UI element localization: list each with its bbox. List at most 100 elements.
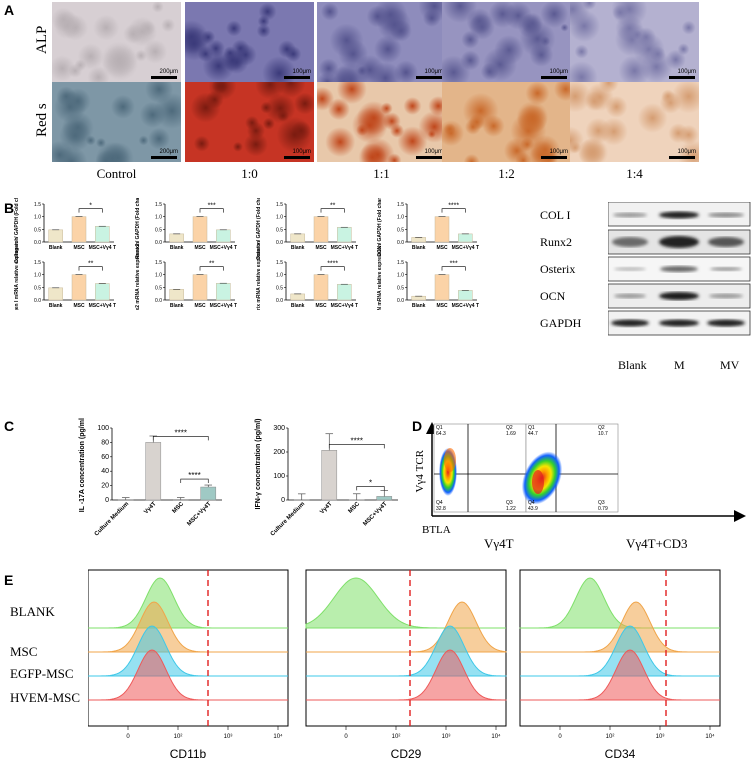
y-axis-label: Runx2 / GAPDH (Fold change) bbox=[135, 198, 141, 259]
category-label: MSC bbox=[436, 303, 448, 309]
category-label: MSC+Vγ4 T bbox=[210, 303, 237, 309]
bar bbox=[458, 233, 473, 243]
y-tick-label: 0.5 bbox=[397, 285, 404, 291]
bar bbox=[169, 289, 184, 301]
scale-bar bbox=[284, 156, 310, 159]
y-tick-label: 0.0 bbox=[397, 240, 404, 246]
category-label: Blank bbox=[291, 303, 305, 309]
significance-bracket bbox=[328, 444, 385, 449]
flow-title-1: Vγ4T bbox=[484, 536, 514, 551]
y-tick-label: 20 bbox=[101, 483, 109, 490]
bar-chart: 0.0 0.5 1.0 1.5 Collagen I mRNA relative exp… bbox=[14, 237, 116, 310]
significance-label: * bbox=[89, 203, 92, 210]
flow-ylabel: Vγ4 TCR bbox=[414, 450, 426, 493]
micrograph-reds-4: 100μm bbox=[570, 82, 699, 162]
category-label: Blank bbox=[291, 245, 305, 251]
category-label: MSC+Vγ4T bbox=[186, 501, 213, 528]
wb-strip-osterix bbox=[608, 256, 751, 282]
y-tick-label: 0 bbox=[281, 497, 285, 504]
y-tick-label: 1.5 bbox=[276, 202, 283, 208]
y-tick-label: 1.0 bbox=[397, 215, 404, 221]
bar bbox=[321, 450, 338, 501]
scale-bar bbox=[416, 76, 442, 79]
significance-bracket bbox=[199, 266, 224, 271]
histogram-panel-cd29: 0 10² 10³ 10⁴ CD29 bbox=[305, 569, 507, 761]
wb-lane-blank: Blank bbox=[618, 358, 647, 372]
significance-bracket bbox=[78, 208, 103, 213]
y-axis-label: OCN mRNA relative expression bbox=[377, 244, 383, 310]
bar bbox=[290, 293, 305, 301]
wb-lane-mv: MV bbox=[720, 358, 740, 372]
scale-label: 100μm bbox=[549, 69, 568, 75]
y-tick-label: 0.5 bbox=[276, 285, 283, 291]
y-axis-label: Collagen I mRNA relative expression bbox=[14, 237, 20, 310]
bar-chart: 0.0 0.5 1.0 1.5 Osterix mRNA relative expres… bbox=[256, 241, 358, 310]
bar bbox=[458, 290, 473, 301]
western-blot: COL I Runx2 Osterix OCN GAPDH bbox=[540, 202, 751, 408]
e-row-egfp: EGFP-MSC bbox=[10, 666, 74, 681]
row-label-alp: ALP bbox=[34, 25, 50, 55]
scale-bar bbox=[151, 76, 177, 79]
significance-label: ** bbox=[209, 261, 215, 268]
y-tick-label: 1.0 bbox=[34, 215, 41, 221]
panel-e-row-labels: BLANK MSC EGFP-MSC HVEM-MSC bbox=[10, 596, 100, 766]
y-tick-label: 0.0 bbox=[276, 298, 283, 304]
bar bbox=[200, 486, 217, 501]
x-tick-label: 10⁴ bbox=[491, 733, 501, 740]
micrograph-reds-2: 100μm bbox=[317, 82, 446, 162]
significance-bracket bbox=[320, 208, 345, 213]
bar-chart: 0.0 0.5 1.0 1.5 Collagen I / GAPDH (Fold cha… bbox=[14, 198, 116, 263]
y-tick-label: 1.5 bbox=[34, 260, 41, 266]
bar bbox=[337, 227, 352, 243]
bar bbox=[313, 274, 329, 301]
bar-chart: 0 20 40 60 80 100 IL -17A concentration (pg/ml… bbox=[79, 418, 222, 537]
column-label-1-2: 1:2 bbox=[498, 166, 515, 181]
significance-label: **** bbox=[351, 436, 363, 445]
category-label: MSC+Vγ4 T bbox=[89, 303, 116, 309]
y-tick-label: 0.0 bbox=[276, 240, 283, 246]
bar-chart: 0.0 0.5 1.0 1.5 OCN / GAPDH (Fold change) Bla… bbox=[377, 198, 479, 257]
e-row-msc: MSC bbox=[10, 644, 38, 659]
y-tick-label: 0.0 bbox=[34, 240, 41, 246]
category-label: MSC bbox=[436, 245, 448, 251]
panel-d-flow: Q1 64.3 Q2 1.69 Q4 32.8 Q3 1.22 Q1 44.7 Q2 10.… bbox=[414, 420, 750, 570]
y-tick-label: 40 bbox=[101, 468, 109, 475]
x-tick-label: 10³ bbox=[442, 734, 451, 740]
bar bbox=[337, 284, 352, 301]
y-tick-label: 1.5 bbox=[155, 260, 162, 266]
bar bbox=[216, 229, 231, 243]
y-axis-label: OCN / GAPDH (Fold change) bbox=[377, 198, 383, 257]
category-label: MSC bbox=[171, 501, 185, 515]
significance-label: **** bbox=[175, 428, 187, 437]
scale-bar bbox=[416, 156, 442, 159]
category-label: Blank bbox=[412, 303, 426, 309]
flow-xlabel: BTLA bbox=[422, 524, 451, 536]
wb-strip-ocn bbox=[608, 283, 751, 309]
wb-bands bbox=[608, 202, 751, 336]
y-tick-label: 300 bbox=[273, 425, 285, 432]
y-tick-label: 1.5 bbox=[34, 202, 41, 208]
x-tick-label: 10² bbox=[392, 734, 401, 740]
category-label: MSC+Vγ4 T bbox=[452, 303, 479, 309]
category-label: MSC+Vγ4 T bbox=[210, 245, 237, 251]
micrograph-alp-0: 200μm bbox=[52, 2, 181, 82]
significance-label: ** bbox=[88, 261, 94, 268]
x-tick-label: 0 bbox=[126, 734, 130, 740]
bar bbox=[434, 274, 450, 301]
x-tick-label: 10² bbox=[606, 734, 615, 740]
y-tick-label: 1.5 bbox=[276, 260, 283, 266]
significance-bracket bbox=[180, 478, 209, 484]
micrograph-alp-4: 100μm bbox=[570, 2, 699, 82]
significance-bracket bbox=[441, 208, 466, 213]
significance-label: *** bbox=[208, 203, 216, 210]
y-tick-label: 0.0 bbox=[34, 298, 41, 304]
x-tick-label: 10³ bbox=[656, 734, 665, 740]
bar bbox=[192, 216, 208, 243]
micrograph-reds-1: 100μm bbox=[185, 82, 314, 162]
panel-label-b: B bbox=[4, 200, 15, 216]
y-axis-label: Osterix / GAPDH (Fold change) bbox=[256, 198, 262, 260]
category-label: MSC bbox=[73, 245, 85, 251]
bar bbox=[434, 216, 450, 243]
bar bbox=[95, 226, 110, 243]
category-label: Blank bbox=[412, 245, 426, 251]
